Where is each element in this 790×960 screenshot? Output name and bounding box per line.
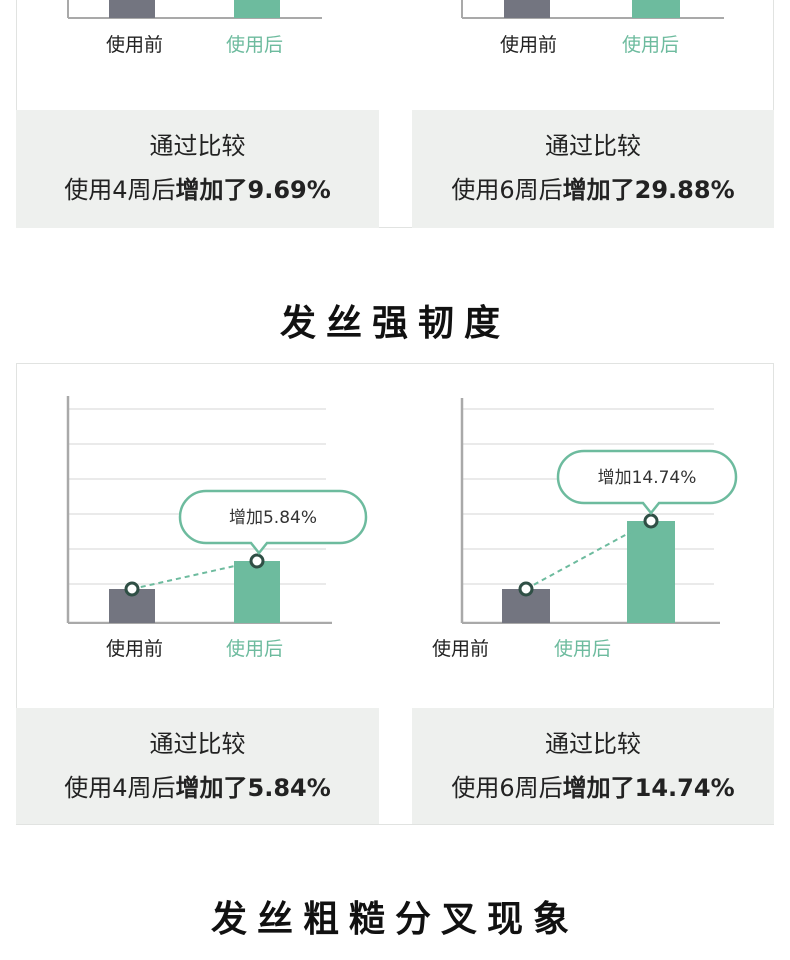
- footer-title: 通过比较: [149, 132, 246, 160]
- callout-text: 增加14.74%: [598, 468, 697, 488]
- point-after: [643, 513, 659, 529]
- footer-result-prefix: 使用6周后: [451, 774, 563, 802]
- footer-result-emph: 增加了29.88%: [562, 176, 735, 204]
- top-left-label-after: 使用后: [226, 34, 284, 56]
- footer-title: 通过比较: [545, 730, 641, 758]
- top-left-label-before: 使用前: [106, 34, 164, 56]
- strength-panel: [16, 363, 774, 825]
- footer-title: 通过比较: [545, 132, 641, 160]
- strength-chart-6weeks: 增加14.74%: [460, 398, 738, 624]
- point-after: [249, 553, 265, 569]
- footer-title: 通过比较: [149, 730, 246, 758]
- top-left-after-bar: [234, 0, 280, 18]
- top-right-after-bar: [632, 0, 680, 18]
- footer-result-prefix: 使用4周后: [64, 774, 176, 802]
- top-right-before-bar: [504, 0, 550, 18]
- callout-bubble: [178, 489, 368, 556]
- top-left-footer: 通过比较 使用4周后增加了9.69%: [16, 110, 379, 228]
- top-left-chart-fragment: [67, 0, 322, 19]
- top-right-label-before: 使用前: [500, 34, 558, 56]
- section-title-strength: 发丝强韧度: [279, 303, 510, 344]
- top-left-before-bar: [109, 0, 155, 18]
- bar-after: [627, 521, 675, 623]
- footer-result-emph: 增加了14.74%: [562, 774, 735, 802]
- top-right-chart-fragment: [461, 0, 724, 19]
- strength-left-footer: 通过比较 使用4周后增加了5.84%: [16, 708, 379, 824]
- callout-text: 增加5.84%: [229, 508, 317, 528]
- strength-left-label-after: 使用后: [226, 638, 284, 660]
- trend-line: [131, 560, 258, 590]
- footer-result-prefix: 使用4周后: [64, 176, 176, 204]
- footer-result: 使用6周后增加了14.74%: [412, 774, 774, 802]
- footer-result: 使用4周后增加了5.84%: [16, 774, 379, 802]
- strength-left-label-before: 使用前: [106, 638, 164, 660]
- point-before: [518, 581, 534, 597]
- top-right-label-after: 使用后: [622, 34, 680, 56]
- strength-right-label-after: 使用后: [554, 638, 612, 660]
- trend-line: [525, 520, 652, 590]
- footer-result-prefix: 使用6周后: [451, 176, 563, 204]
- strength-right-footer: 通过比较 使用6周后增加了14.74%: [412, 708, 774, 824]
- bar-after: [234, 561, 280, 623]
- callout-bubble: [556, 449, 738, 516]
- footer-result: 使用6周后增加了29.88%: [412, 176, 774, 204]
- strength-chart-4weeks: 增加5.84%: [66, 396, 368, 624]
- footer-result: 使用4周后增加了9.69%: [16, 176, 379, 204]
- section-title-split-ends: 发丝粗糙分叉现象: [210, 899, 579, 940]
- point-before: [124, 581, 140, 597]
- footer-result-emph: 增加了9.69%: [175, 176, 331, 204]
- top-right-footer: 通过比较 使用6周后增加了29.88%: [412, 110, 774, 228]
- strength-right-label-before: 使用前: [432, 638, 490, 660]
- footer-result-emph: 增加了5.84%: [175, 774, 331, 802]
